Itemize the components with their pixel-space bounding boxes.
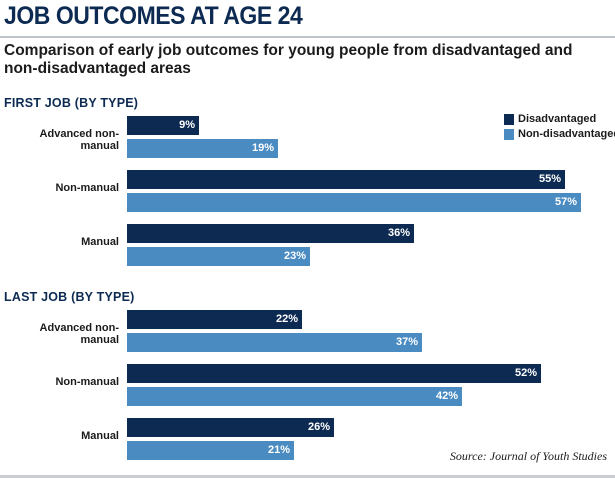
last-job-bar-manual-non-disadvantaged: 21% (127, 441, 294, 460)
first-job-category-label-advanced-non-manual: Advanced non-manual (39, 128, 119, 152)
last-job-category-label-advanced-non-manual: Advanced non-manual (39, 322, 119, 346)
first-job-bar-value-manual-non-disadvantaged: 23% (283, 250, 306, 262)
first-job-category-label-manual: Manual (81, 236, 119, 248)
legend-label-non-disadvantaged: Non-disadvantaged (518, 128, 615, 140)
first-job-bar-manual-non-disadvantaged: 23% (127, 247, 310, 266)
first-job-bar-value-advanced-non-manual-non-disadvantaged: 19% (251, 142, 274, 154)
chart-subtitle: Comparison of early job outcomes for you… (4, 42, 573, 77)
last-job-bar-advanced-non-manual-non-disadvantaged: 37% (127, 333, 422, 352)
last-job-bar-value-advanced-non-manual-non-disadvantaged: 37% (395, 336, 418, 348)
first-job-bar-value-non-manual-disadvantaged: 55% (538, 173, 561, 185)
legend-swatch-disadvantaged (504, 114, 514, 125)
first-job-section-heading: FIRST JOB (BY TYPE) (4, 96, 139, 110)
last-job-section-heading: LAST JOB (BY TYPE) (4, 290, 135, 304)
last-job-category-label-manual: Manual (81, 430, 119, 442)
title-divider (0, 36, 615, 38)
first-job-bar-advanced-non-manual-non-disadvantaged: 19% (127, 139, 278, 158)
last-job-bar-value-advanced-non-manual-disadvantaged: 22% (275, 313, 298, 325)
first-job-bar-value-manual-disadvantaged: 36% (387, 227, 410, 239)
last-job-bar-manual-disadvantaged: 26% (127, 418, 334, 437)
last-job-bar-value-manual-non-disadvantaged: 21% (267, 444, 290, 456)
last-job-bar-value-non-manual-disadvantaged: 52% (514, 367, 537, 379)
last-job-bar-non-manual-non-disadvantaged: 42% (127, 387, 462, 406)
last-job-bar-value-manual-disadvantaged: 26% (307, 421, 330, 433)
first-job-bar-value-advanced-non-manual-disadvantaged: 9% (179, 119, 195, 131)
last-job-bar-value-non-manual-non-disadvantaged: 42% (435, 390, 458, 402)
first-job-bar-advanced-non-manual-disadvantaged: 9% (127, 116, 199, 135)
last-job-bar-non-manual-disadvantaged: 52% (127, 364, 541, 383)
first-job-bar-non-manual-non-disadvantaged: 57% (127, 193, 581, 212)
legend-label-disadvantaged: Disadvantaged (518, 113, 597, 125)
source-note: Source: Journal of Youth Studies (449, 449, 607, 463)
first-job-bar-non-manual-disadvantaged: 55% (127, 170, 565, 189)
last-job-category-label-non-manual: Non-manual (55, 376, 119, 388)
first-job-category-label-non-manual: Non-manual (55, 182, 119, 194)
last-job-bar-advanced-non-manual-disadvantaged: 22% (127, 310, 302, 329)
chart-title: JOB OUTCOMES AT AGE 24 (4, 2, 303, 30)
legend-swatch-non-disadvantaged (504, 129, 514, 140)
first-job-bar-manual-disadvantaged: 36% (127, 224, 414, 243)
first-job-bar-value-non-manual-non-disadvantaged: 57% (554, 196, 577, 208)
